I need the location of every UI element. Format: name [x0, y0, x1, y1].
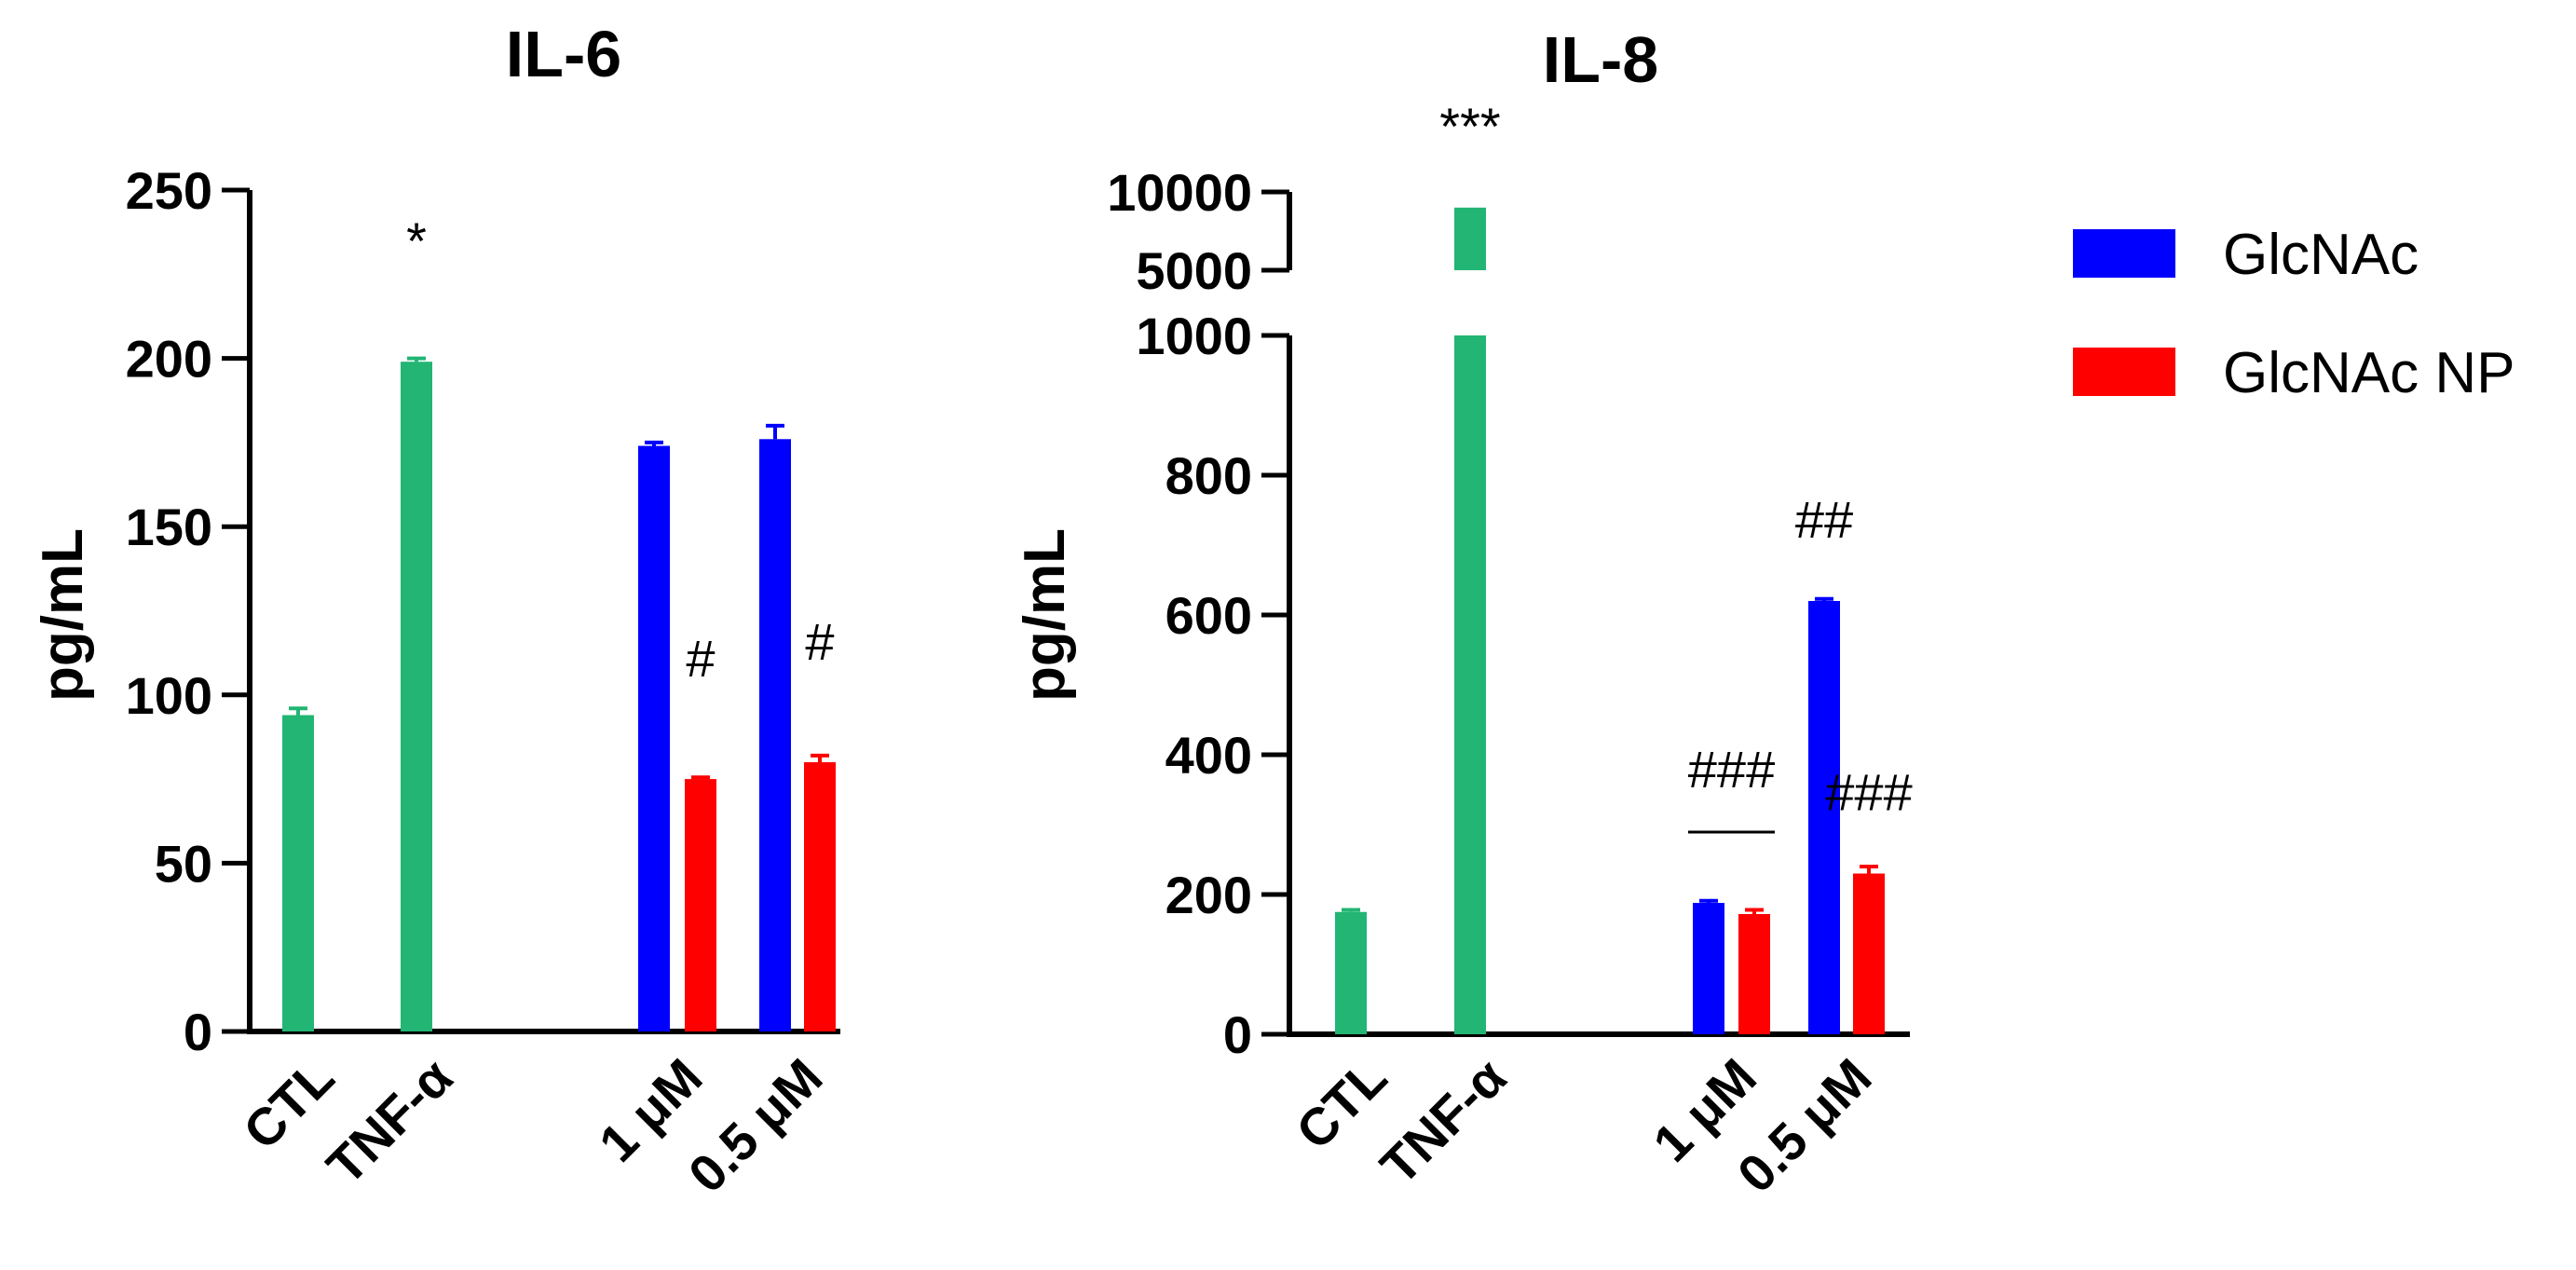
il8-title: IL-8	[1543, 23, 1658, 96]
il6-annotation: #	[686, 629, 715, 688]
il8-annotation: ***	[1439, 97, 1500, 156]
il6-bar-tnf-control	[401, 362, 432, 1031]
legend-swatch-glcnac	[2073, 229, 2175, 278]
il8-bar-1-m-glcnac	[1693, 903, 1724, 1034]
il8-y-tick-label: 200	[1165, 866, 1252, 924]
il8-y-tick-label: 0	[1223, 1005, 1252, 1064]
il8-y-label: pg/mL	[1013, 528, 1077, 702]
il8-y-tick-label: 600	[1165, 586, 1252, 645]
il6-y-tick-label: 0	[184, 1003, 212, 1061]
il6-bar-1-m-glcnac	[638, 445, 670, 1032]
il8-annotation: ###	[1688, 740, 1775, 799]
legend-label-glcnac: GlcNAc	[2223, 223, 2419, 287]
il8-y-tick-label: 1000	[1136, 307, 1252, 365]
il6-y-ticks: 0 50 100 150 200 250	[126, 161, 250, 1061]
il6-annotations: * # #	[406, 212, 834, 688]
il8-y-tick-label: 800	[1165, 446, 1252, 505]
il8-y-tick-label: 400	[1165, 726, 1252, 785]
il6-y-tick-label: 150	[126, 498, 212, 556]
il6-annotation: *	[406, 212, 427, 270]
il6-x-tick-label-0-5-m: 0.5 μM	[677, 1047, 834, 1204]
chart-il8: IL-8 pg/mL 0 200 400 600 800 1000 5000 10000 **…	[1013, 23, 1913, 1204]
il8-x-tick-label-0-5-m: 0.5 μM	[1726, 1047, 1883, 1204]
il8-bar-ctl-control	[1335, 911, 1367, 1034]
il6-bar-1-m-glcnac-np	[685, 779, 716, 1031]
il8-bar-0-5-m-glcnac-np	[1853, 873, 1885, 1034]
il6-y-tick-label: 200	[126, 330, 212, 389]
il6-bar-0-5-m-glcnac-np	[804, 762, 836, 1031]
il8-bar-tnf-control-upper	[1454, 207, 1486, 270]
legend: GlcNAc GlcNAc NP	[2073, 223, 2515, 405]
il8-x-tick-label-tnf: TNF-α	[1369, 1047, 1517, 1195]
legend-label-glcnac-np: GlcNAc NP	[2223, 341, 2515, 405]
il6-y-tick-label: 50	[155, 834, 212, 893]
il6-bar-0-5-m-glcnac	[759, 439, 791, 1032]
il8-bar-0-5-m-glcnac	[1808, 601, 1840, 1034]
il6-bars	[282, 356, 836, 1032]
il6-x-tick-label-tnf: TNF-α	[315, 1047, 463, 1195]
il6-annotation: #	[805, 612, 834, 671]
il8-bar-1-m-glcnac-np	[1738, 914, 1770, 1034]
il8-annotations: ***########	[1439, 97, 1913, 834]
il8-bar-tnf-control-lower	[1454, 335, 1486, 1034]
il8-bars	[1335, 207, 1885, 1034]
il6-y-tick-label: 100	[126, 666, 212, 725]
il8-y-tick-label: 10000	[1107, 163, 1252, 222]
il6-y-label: pg/mL	[31, 528, 95, 702]
il6-y-tick-label: 250	[126, 161, 212, 220]
il8-y-tick-label: 5000	[1136, 241, 1252, 300]
il8-annotation: ##	[1795, 490, 1853, 549]
il6-title: IL-6	[506, 18, 621, 90]
il8-y-ticks: 0 200 400 600 800 1000 5000 10000	[1107, 163, 1289, 1064]
il8-annotation: ###	[1825, 763, 1912, 822]
legend-swatch-glcnac-np	[2073, 348, 2175, 396]
il6-bar-ctl-control	[282, 715, 314, 1031]
